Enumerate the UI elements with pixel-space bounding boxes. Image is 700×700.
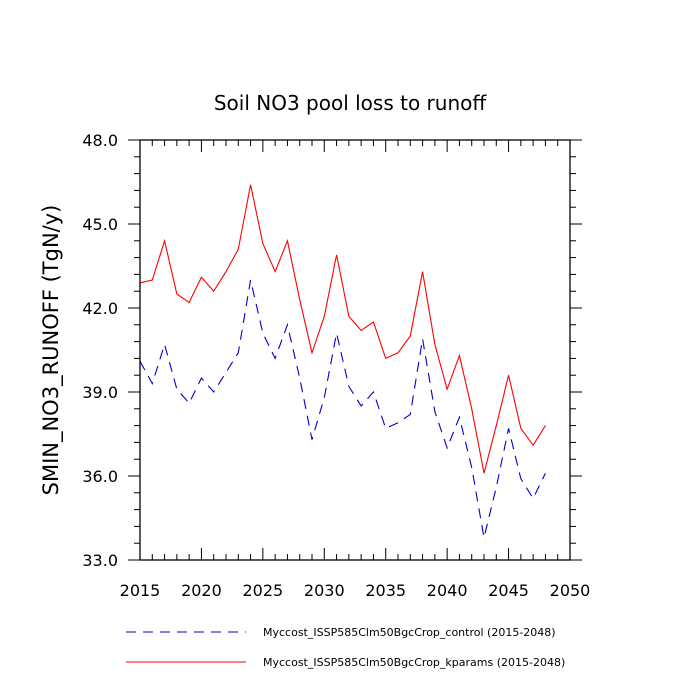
series-line-kparams xyxy=(139,184,546,474)
x-tick-label: 2015 xyxy=(120,581,161,600)
y-tick-label: 48.0 xyxy=(82,131,118,150)
y-axis-label: SMIN_NO3_RUNOFF (TgN/y) xyxy=(39,205,64,496)
plot-frame xyxy=(139,139,571,561)
series-line-control xyxy=(139,279,546,538)
x-tick-label: 2030 xyxy=(304,581,345,600)
x-tick-label: 2045 xyxy=(488,581,529,600)
x-tick-label: 2025 xyxy=(242,581,283,600)
chart-title: Soil NO3 pool loss to runoff xyxy=(214,91,488,115)
y-tick-label: 45.0 xyxy=(82,215,118,234)
y-tick-label: 42.0 xyxy=(82,299,118,318)
y-tick-label: 39.0 xyxy=(82,383,118,402)
x-tick-label: 2020 xyxy=(181,581,222,600)
legend: Myccost_ISSP585Clm50BgcCrop_control (201… xyxy=(126,626,565,669)
y-tick-label: 36.0 xyxy=(82,467,118,486)
x-tick-label: 2040 xyxy=(427,581,468,600)
legend-label: Myccost_ISSP585Clm50BgcCrop_control (201… xyxy=(263,626,556,639)
y-tick-label: 33.0 xyxy=(82,551,118,570)
legend-label: Myccost_ISSP585Clm50BgcCrop_kparams (201… xyxy=(263,656,565,669)
x-tick-label: 2035 xyxy=(365,581,406,600)
axis-ticks: 2015 2020 2025 2030 2035 2040 2045 2050 33.0 36.0… xyxy=(82,131,590,600)
x-tick-label: 2050 xyxy=(550,581,591,600)
plot-area xyxy=(139,184,546,538)
